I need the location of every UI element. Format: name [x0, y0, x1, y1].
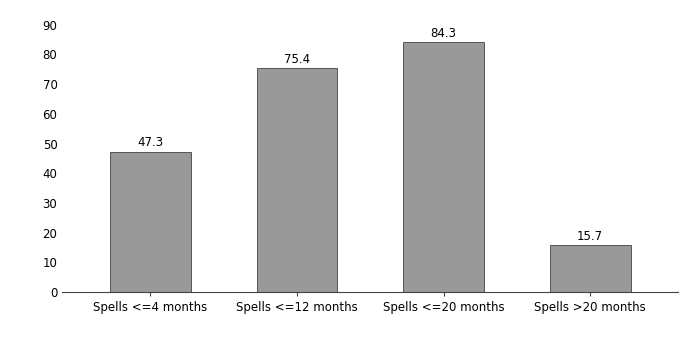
Text: 47.3: 47.3: [137, 137, 163, 150]
Bar: [257, 68, 337, 292]
Text: 84.3: 84.3: [430, 26, 457, 39]
Bar: [550, 245, 630, 292]
Bar: [110, 152, 190, 292]
Bar: [403, 42, 484, 292]
Text: 15.7: 15.7: [577, 231, 603, 244]
Text: 75.4: 75.4: [284, 53, 310, 66]
